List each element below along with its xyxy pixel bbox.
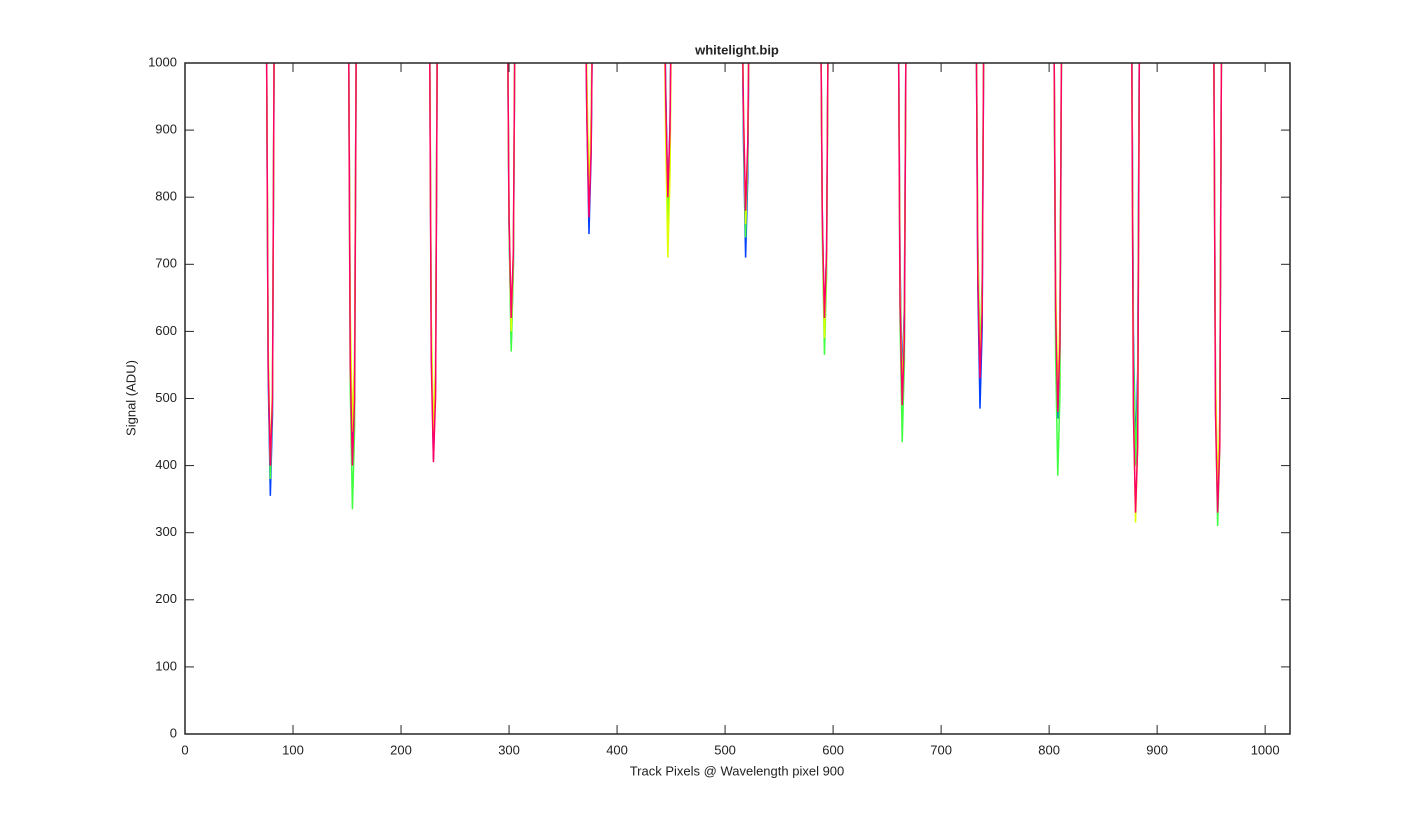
y-tick-label: 1000 xyxy=(148,54,177,69)
series-line xyxy=(265,63,1223,523)
y-tick-label: 0 xyxy=(170,725,177,740)
x-tick-label: 400 xyxy=(606,742,628,757)
x-tick-label: 500 xyxy=(714,742,736,757)
x-tick-label: 800 xyxy=(1038,742,1060,757)
y-tick-label: 300 xyxy=(155,524,177,539)
y-axis-label: Signal (ADU) xyxy=(123,360,138,436)
x-tick-label: 700 xyxy=(930,742,952,757)
series-line xyxy=(265,63,1223,527)
y-tick-label: 500 xyxy=(155,390,177,405)
x-tick-label: 100 xyxy=(282,742,304,757)
series-line xyxy=(265,63,1223,503)
x-axis-label: Track Pixels @ Wavelength pixel 900 xyxy=(630,763,845,778)
y-tick-label: 200 xyxy=(155,591,177,606)
x-tick-label: 200 xyxy=(390,742,412,757)
x-tick-label: 600 xyxy=(822,742,844,757)
y-tick-label: 700 xyxy=(155,256,177,271)
y-tick-label: 600 xyxy=(155,323,177,338)
series-line xyxy=(265,63,1223,513)
x-tick-label: 900 xyxy=(1146,742,1168,757)
y-tick-label: 800 xyxy=(155,189,177,204)
y-tick-label: 400 xyxy=(155,457,177,472)
x-tick-label: 300 xyxy=(498,742,520,757)
x-tick-label: 0 xyxy=(181,742,188,757)
y-tick-label: 900 xyxy=(155,122,177,137)
chart-title: whitelight.bip xyxy=(694,42,779,57)
plot-area xyxy=(265,63,1223,527)
x-tick-label: 1000 xyxy=(1251,742,1280,757)
y-tick-label: 100 xyxy=(155,658,177,673)
